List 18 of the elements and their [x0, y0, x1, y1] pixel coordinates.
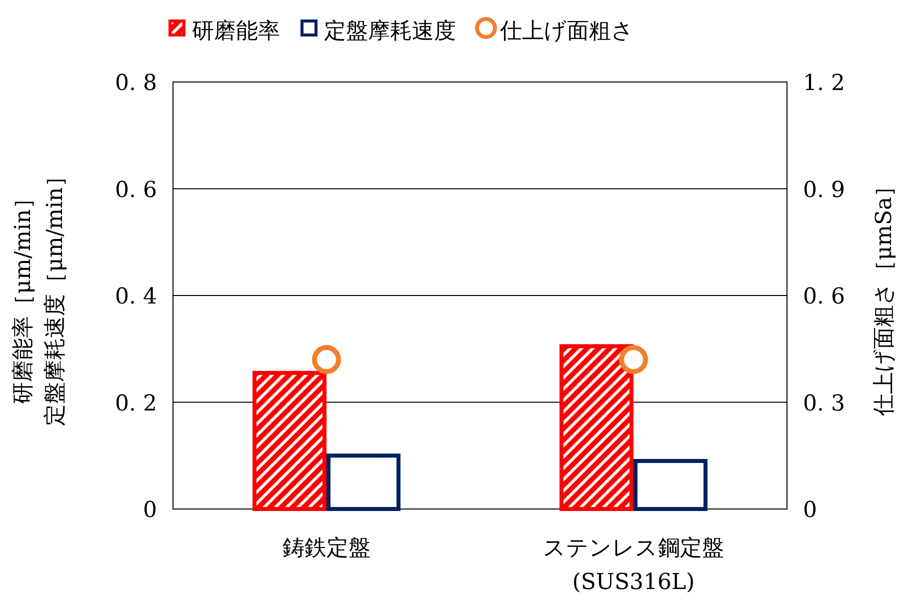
legend-label: 研磨能率	[192, 19, 280, 44]
y-tick-label: 0. 4	[115, 284, 157, 310]
y-tick-label: 0. 8	[115, 71, 157, 96]
legend-label: 定盤摩耗速度	[324, 19, 456, 44]
y2-tick-label: 0. 9	[803, 178, 845, 203]
text: 定盤摩耗速度［μm/min］	[43, 165, 68, 426]
y2-axis-title: 仕上げ面粗さ［μmSa］	[872, 174, 897, 418]
x-tick-label: ステンレス鋼定盤 (SUS316L)	[543, 536, 724, 595]
y2-tick-label: 0	[803, 498, 817, 523]
y2-tick-label: 1. 2	[803, 71, 845, 96]
text: 研磨能率［μm/min］	[11, 187, 36, 404]
y-tick-label: 0	[143, 498, 157, 523]
x-tick-label: 鋳鉄定盤	[282, 536, 370, 561]
y-tick-label: 0. 6	[115, 178, 157, 203]
y2-tick-label: 0. 3	[803, 391, 845, 416]
y-tick-label: 0. 2	[115, 391, 157, 416]
y2-tick-label: 0. 6	[803, 284, 845, 310]
legend-label: 仕上げ面粗さ	[499, 19, 634, 44]
